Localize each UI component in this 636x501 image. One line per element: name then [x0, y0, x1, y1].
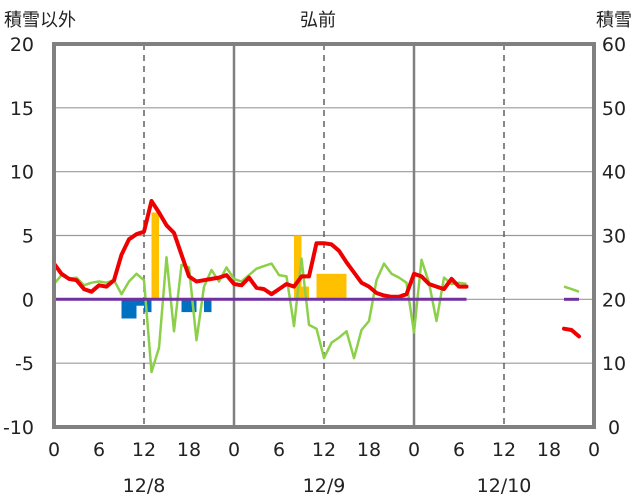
blue-bar: [144, 299, 152, 313]
left-axis-label: 積雪以外: [4, 10, 76, 31]
blue-bar: [181, 299, 189, 313]
x-tick-label: 6: [93, 439, 105, 461]
green-series-line: [563, 285, 580, 293]
x-tick-label: 0: [228, 439, 240, 461]
right-tick-label: 0: [608, 417, 620, 439]
right-tick-label: 60: [602, 34, 626, 56]
yellow-bar: [151, 212, 159, 300]
yellow-bar: [316, 273, 324, 300]
temperature-line: [52, 199, 469, 299]
right-axis-label: 積雪: [596, 10, 632, 31]
left-tick-label: 20: [10, 34, 34, 56]
right-tick-label: 20: [602, 289, 626, 311]
plot-frame: [52, 42, 596, 429]
blue-bar: [204, 299, 212, 313]
blue-bar: [129, 299, 137, 319]
right-tick-label: 40: [602, 162, 626, 184]
line-layer: [52, 199, 581, 374]
date-label: 12/9: [303, 475, 346, 497]
x-tick-label: 6: [453, 439, 465, 461]
x-tick-label: 0: [588, 439, 600, 461]
right-tick-label: 50: [602, 98, 626, 120]
right-tick-label: 30: [602, 226, 626, 248]
yellow-bar: [331, 273, 339, 300]
left-tick-label: 0: [22, 289, 34, 311]
left-tick-label: -5: [15, 353, 34, 375]
right-tick-label: 10: [602, 353, 626, 375]
yellow-bar: [324, 273, 332, 300]
date-label: 12/8: [123, 475, 166, 497]
x-tick-label: 6: [273, 439, 285, 461]
x-tick-label: 0: [408, 439, 420, 461]
blue-bar: [136, 299, 144, 306]
left-tick-label: -10: [3, 417, 34, 439]
chart-title: 弘前: [300, 10, 336, 31]
left-tick-label: 5: [22, 226, 34, 248]
left-tick-label: 10: [10, 162, 34, 184]
blue-bar: [121, 299, 129, 319]
x-tick-label: 12: [132, 439, 156, 461]
x-tick-label: 18: [537, 439, 561, 461]
x-tick-label: 12: [312, 439, 336, 461]
date-label: 12/10: [477, 475, 532, 497]
x-tick-label: 12: [492, 439, 516, 461]
left-tick-label: 15: [10, 98, 34, 120]
x-tick-label: 18: [357, 439, 381, 461]
temperature-line: [562, 326, 581, 339]
yellow-bar: [339, 273, 347, 300]
green-series-line: [53, 255, 467, 374]
yellow-bar: [294, 235, 302, 300]
x-tick-label: 18: [177, 439, 201, 461]
x-tick-label: 0: [48, 439, 60, 461]
